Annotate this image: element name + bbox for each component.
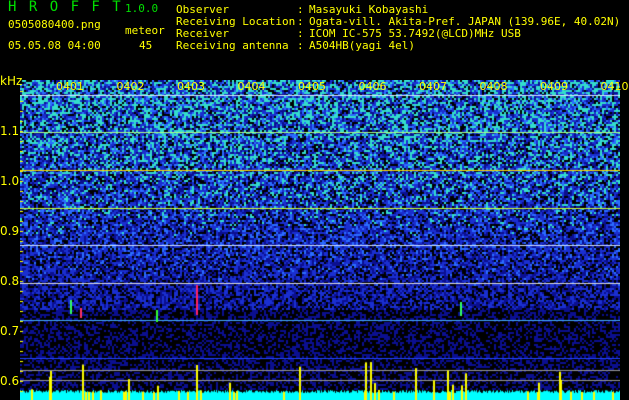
y-tick-label: 1.1 <box>0 124 20 138</box>
info-colon: : <box>297 39 304 52</box>
x-tick-label: 0406 <box>358 80 387 93</box>
x-tick-label: 0401 <box>56 80 84 93</box>
x-tick-label: 0410 <box>600 80 629 93</box>
y-tick-label: 1.0 <box>0 174 20 188</box>
y-tick-label: 0.7 <box>0 324 20 338</box>
x-tick-label: 0407 <box>419 80 447 93</box>
info-label: Receiver <box>176 27 229 40</box>
y-axis-unit: kHz <box>0 74 23 88</box>
meteor-label: meteor <box>125 24 165 37</box>
x-tick-label: 0402 <box>116 80 145 93</box>
app-version: 1.0.0 <box>125 2 159 15</box>
spectrogram <box>20 80 620 400</box>
info-label: Observer <box>176 3 229 16</box>
x-tick-label: 0408 <box>479 80 508 93</box>
file-name: 0505080400.png <box>8 18 101 31</box>
info-value: Ogata-vill. Akita-Pref. JAPAN (139.96E, … <box>309 15 621 28</box>
meteor-count: 45 <box>139 39 153 52</box>
info-colon: : <box>297 27 304 40</box>
x-tick-label: 0403 <box>177 80 205 93</box>
info-label: Receiving antenna <box>176 39 289 52</box>
x-tick-label: 0409 <box>540 80 568 93</box>
info-value: A504HB(yagi 4el) <box>309 39 415 52</box>
info-colon: : <box>297 3 304 16</box>
app-title: H R O F F T <box>8 0 123 15</box>
info-value: Masayuki Kobayashi <box>309 3 429 16</box>
x-tick-label: 0404 <box>237 80 266 93</box>
x-tick-label: 0405 <box>298 80 326 93</box>
y-tick-label: 0.8 <box>0 274 20 288</box>
y-tick-label: 0.6 <box>0 374 20 388</box>
y-tick-label: 0.9 <box>0 224 20 238</box>
info-colon: : <box>297 15 304 28</box>
info-label: Receiving Location <box>176 15 296 28</box>
info-value: ICOM IC-575 53.7492(@LCD)MHz USB <box>309 27 521 40</box>
datetime: 05.05.08 04:00 <box>8 39 101 52</box>
